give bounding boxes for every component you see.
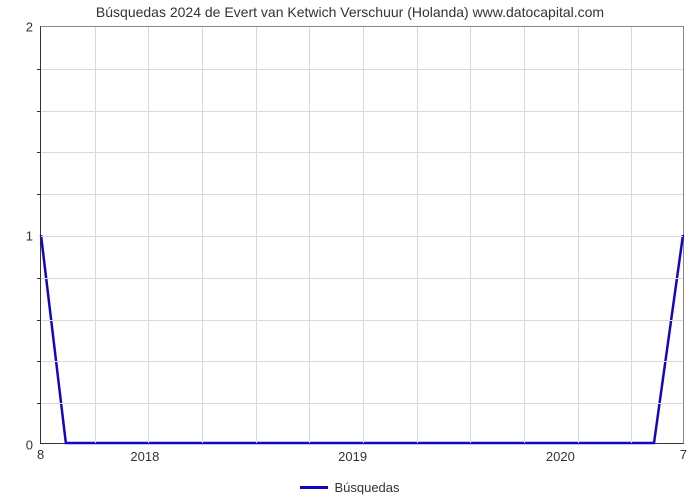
y-tick-label: 2 [26, 20, 41, 35]
plot-area: 01220182019202087 [40, 26, 684, 444]
x-tick-label: 2020 [546, 443, 575, 464]
gridline-h [41, 320, 683, 321]
gridline-v [363, 27, 364, 443]
gridline-v [202, 27, 203, 443]
line-series [41, 27, 683, 443]
y-minor-tick [37, 111, 41, 112]
y-minor-tick [37, 361, 41, 362]
gridline-h [41, 278, 683, 279]
chart-title: Búsquedas 2024 de Evert van Ketwich Vers… [0, 4, 700, 20]
gridline-v [524, 27, 525, 443]
x-tick-label: 2019 [338, 443, 367, 464]
gridline-h [41, 403, 683, 404]
gridline-h [41, 152, 683, 153]
x-end-label: 7 [680, 443, 687, 462]
series-line [41, 235, 683, 443]
gridline-v [470, 27, 471, 443]
x-tick-label: 2018 [130, 443, 159, 464]
legend-label: Búsquedas [334, 480, 399, 495]
y-minor-tick [37, 403, 41, 404]
gridline-v [256, 27, 257, 443]
y-minor-tick [37, 69, 41, 70]
gridline-v [95, 27, 96, 443]
gridline-h [41, 194, 683, 195]
y-minor-tick [37, 152, 41, 153]
gridline-h [41, 361, 683, 362]
gridline-v [309, 27, 310, 443]
gridline-v [417, 27, 418, 443]
legend-swatch [300, 486, 328, 489]
y-tick-label: 1 [26, 229, 41, 244]
x-start-label: 8 [37, 443, 44, 462]
y-minor-tick [37, 278, 41, 279]
gridline-v [631, 27, 632, 443]
gridline-v [578, 27, 579, 443]
gridline-h [41, 69, 683, 70]
y-minor-tick [37, 320, 41, 321]
gridline-h [41, 111, 683, 112]
gridline-v [148, 27, 149, 443]
gridline-h [41, 236, 683, 237]
chart-container: Búsquedas 2024 de Evert van Ketwich Vers… [0, 0, 700, 500]
legend: Búsquedas [0, 480, 700, 495]
y-minor-tick [37, 194, 41, 195]
